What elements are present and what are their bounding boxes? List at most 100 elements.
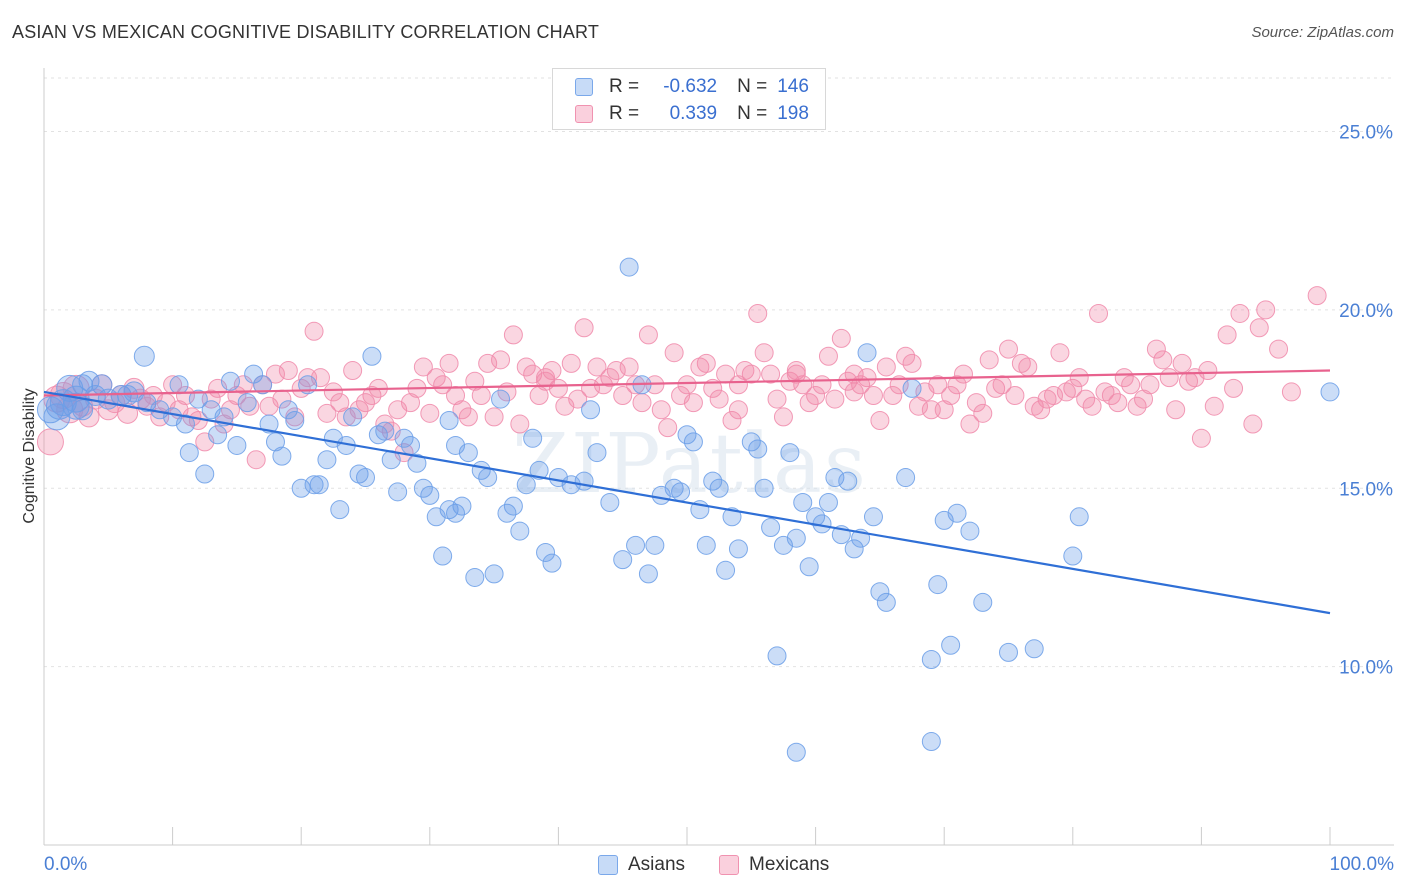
asian-point (220, 371, 240, 391)
asian-point (664, 478, 684, 498)
asian-point (175, 414, 195, 434)
mexican-point (1249, 318, 1269, 338)
asian-point (265, 432, 285, 452)
mexican-point (1082, 396, 1102, 416)
mexican-point (536, 368, 556, 388)
mexican-point (548, 378, 568, 398)
asian-point (179, 443, 199, 463)
correlation-legend: R = -0.632 N = 146 R = 0.339 N = 198 (552, 68, 826, 130)
mexican-point (896, 346, 916, 366)
asian-point (696, 535, 716, 555)
asian-point (999, 642, 1018, 662)
mexican-point (703, 378, 723, 398)
asian-point (497, 503, 517, 523)
asian-point (806, 507, 826, 527)
asian-point (1320, 382, 1340, 402)
mexican-point (619, 357, 639, 377)
asian-point (741, 432, 761, 452)
mexican-point (1069, 368, 1089, 388)
mexican-swatch (575, 105, 593, 123)
asian-point (542, 553, 562, 573)
mexican-point (240, 396, 260, 416)
asian-point (748, 439, 768, 459)
legend-row-mexican: R = 0.339 N = 198 (575, 102, 809, 126)
asian-point (683, 432, 703, 452)
legend-item-mexicans: Mexicans (719, 854, 829, 876)
mexican-point (233, 375, 253, 395)
asians-legend-label: Asians (628, 854, 686, 875)
mexican-point (857, 368, 877, 388)
asian-point (671, 482, 691, 502)
mexican-point (458, 407, 478, 427)
mexican-point (1108, 393, 1128, 413)
asian-point (465, 567, 485, 587)
mexican-point (1018, 357, 1038, 377)
asian-point (401, 435, 421, 455)
asian-point (928, 575, 948, 595)
y-axis-label: Cognitive Disability (21, 388, 38, 523)
mexican-point (426, 368, 446, 388)
asian-point (446, 503, 466, 523)
x-tick-label-min: 0.0% (44, 854, 87, 875)
mexican-point (986, 378, 1006, 398)
asian-point (1024, 639, 1044, 659)
y-tick-label: 10.0% (1339, 658, 1393, 679)
mexican-point (401, 393, 421, 413)
y-tick-labels: 10.0% 15.0% 20.0% 25.0% (1339, 123, 1393, 679)
mexican-point (465, 371, 485, 391)
mexican-point (1166, 400, 1186, 420)
mexican-point (863, 386, 883, 406)
asian-point (818, 493, 838, 513)
mexican-point (651, 400, 671, 420)
axes (43, 68, 1394, 846)
asian-point (45, 392, 73, 420)
mexican-point (317, 403, 337, 423)
mexicans-legend-label: Mexicans (749, 854, 830, 875)
mexican-point (953, 364, 973, 384)
asian-point (420, 485, 440, 505)
asian-point (613, 550, 633, 570)
mexican-point (1153, 350, 1173, 370)
mexican-point (343, 361, 363, 381)
mexican-point (606, 361, 626, 381)
mexican-point (1031, 400, 1051, 420)
asian-r-value: -0.632 (663, 76, 718, 97)
asians-legend-swatch (598, 855, 618, 875)
asian-point (645, 535, 665, 555)
asian-swatch (575, 78, 593, 96)
mexican-point (478, 353, 498, 373)
asian-point (921, 732, 941, 752)
mexican-point (246, 450, 266, 470)
mexican-n-label: N = (737, 103, 768, 124)
mexican-point (722, 410, 742, 430)
mexican-point (278, 361, 298, 381)
asian-point (581, 400, 601, 420)
mexican-point (452, 400, 472, 420)
asian-point (870, 582, 890, 602)
mexican-n-value: 198 (777, 103, 809, 124)
asian-point (902, 378, 922, 398)
mexican-point (1307, 286, 1327, 306)
asian-point (195, 464, 215, 484)
asian-point (133, 345, 155, 367)
mexican-point (1217, 325, 1237, 345)
asian-point (317, 450, 337, 470)
mexican-point (1191, 428, 1211, 448)
mexican-point (908, 396, 928, 416)
mexican-point (413, 357, 433, 377)
asian-point (368, 425, 388, 445)
asian-point (169, 375, 189, 395)
mexican-point (1256, 300, 1276, 320)
mexican-r-value: 0.339 (669, 103, 718, 124)
mexican-point (838, 371, 858, 391)
mexican-point (979, 350, 999, 370)
asian-point (452, 496, 472, 516)
mexican-point (831, 328, 851, 348)
asian-n-value: 146 (777, 76, 809, 97)
asian-point (780, 443, 800, 463)
mexican-point (362, 386, 382, 406)
asian-point (600, 493, 620, 513)
asian-point (941, 635, 961, 655)
mexican-point (175, 386, 195, 406)
